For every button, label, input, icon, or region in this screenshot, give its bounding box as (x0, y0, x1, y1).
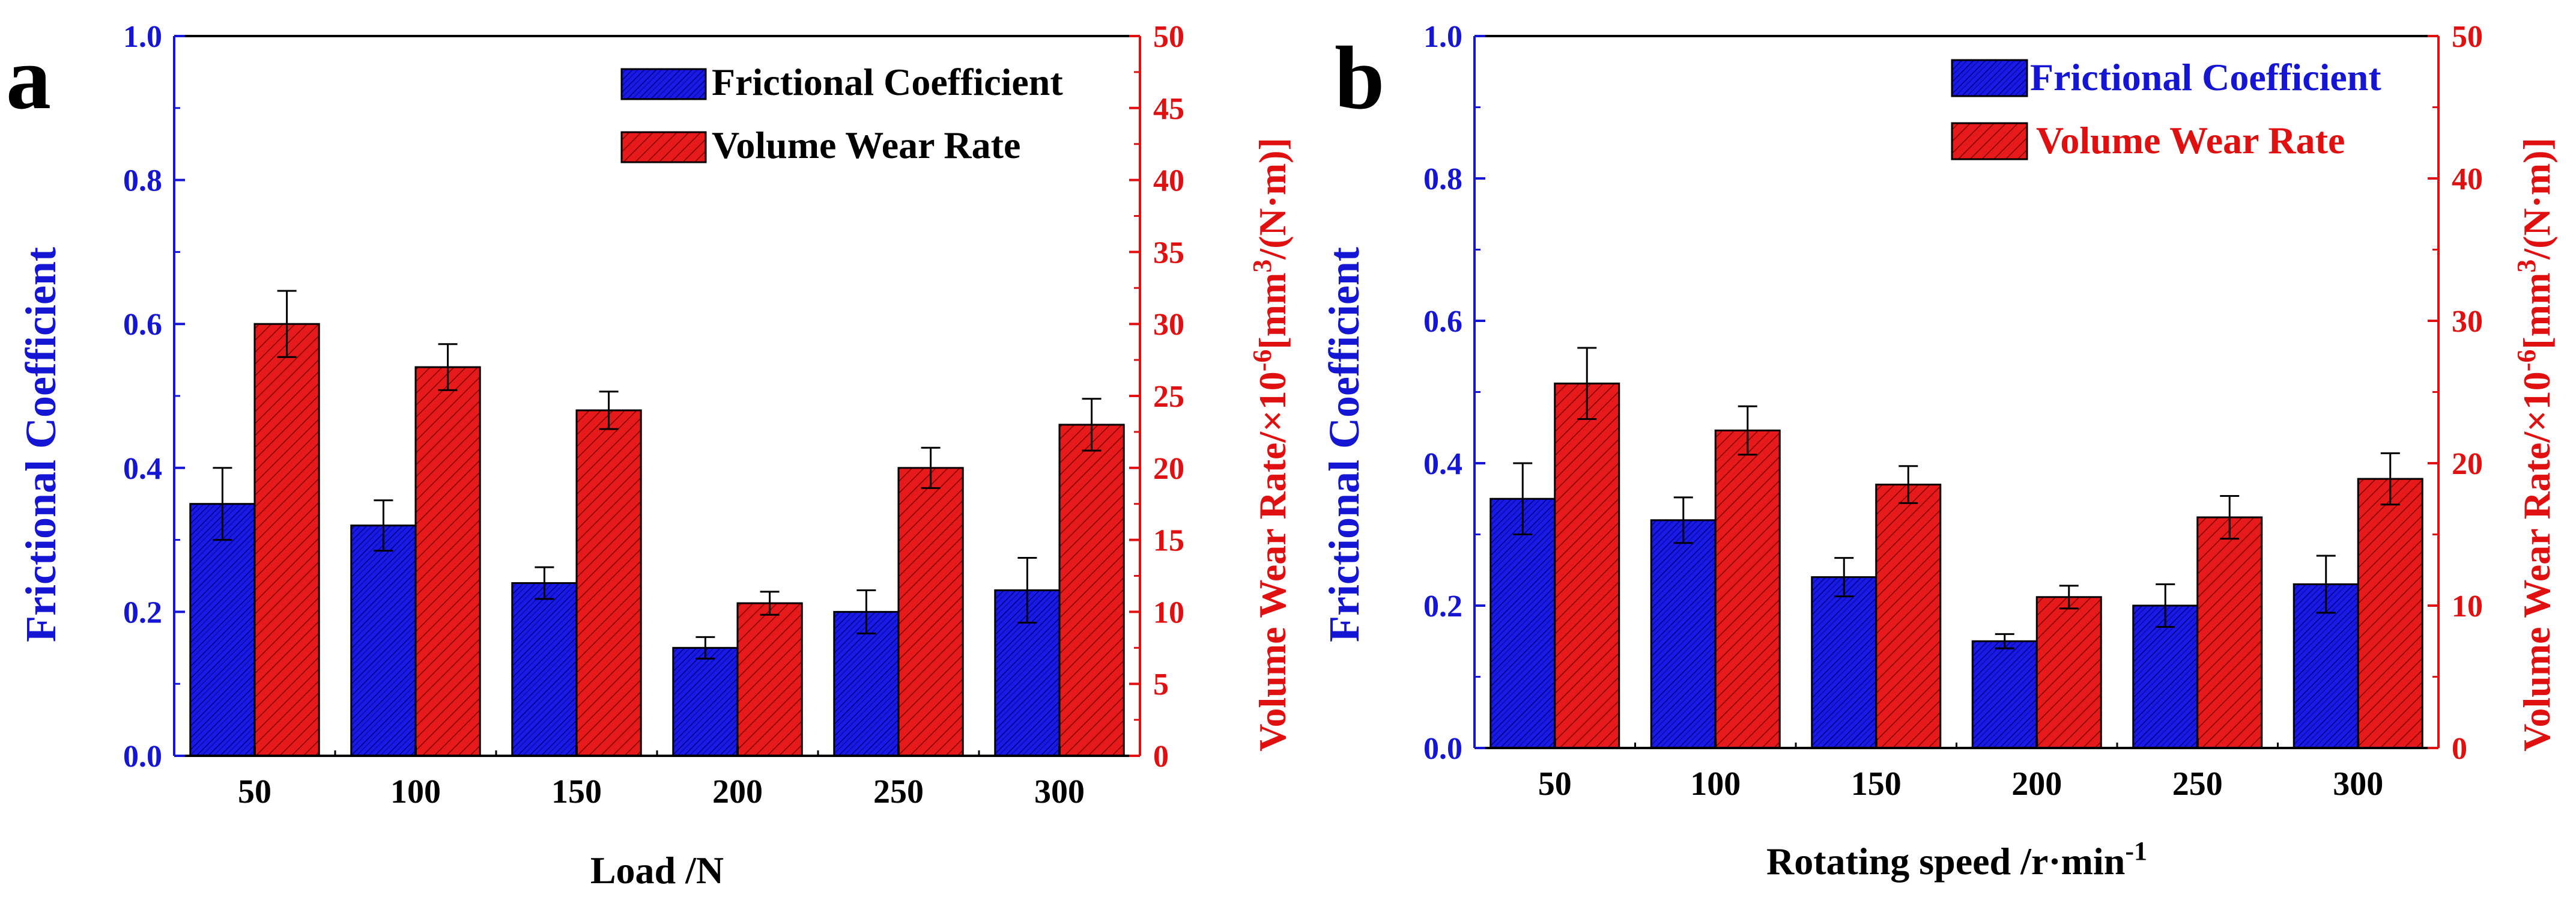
x-title-text: Rotating speed /r·min (1766, 840, 2125, 883)
y-tick-label-right: 40 (2452, 162, 2483, 196)
legend-swatch-volume-wear-rate (1951, 122, 2028, 160)
bar-frictional-coefficient (1650, 519, 1717, 749)
x-tick-label: 100 (390, 773, 441, 810)
x-tick-label: 200 (2011, 765, 2062, 803)
y-tick-label-left: 0.2 (1423, 589, 1462, 624)
bar-frictional-coefficient (189, 503, 256, 757)
y-axis-title-left: Frictional Coefficient (1320, 247, 1368, 642)
y-tick-label-right: 0 (2452, 732, 2467, 766)
y-tick-label-right: 35 (1153, 236, 1184, 270)
legend-label-volume-wear-rate: Volume Wear Rate (2036, 119, 2345, 162)
x-tick-label: 300 (2333, 765, 2383, 803)
x-tick-label: 150 (551, 773, 602, 810)
y-tick-label-left: 0.4 (1423, 447, 1462, 481)
x-tick-label: 250 (873, 773, 924, 810)
y-tick-label-left: 1.0 (1423, 20, 1462, 54)
y2-title-sup: -6 (1247, 350, 1277, 372)
bar-frictional-coefficient (350, 524, 417, 757)
bar-volume-wear-rate (1714, 429, 1781, 749)
panel-b: b Frictional Coefficient Volume Wear Rat… (1320, 20, 2558, 883)
bar-volume-wear-rate (414, 366, 481, 757)
y2-title-sup: 3 (1247, 260, 1277, 273)
x-tick-label: 150 (1851, 765, 1902, 803)
y-tick-label-left: 0.2 (123, 595, 162, 630)
bar-volume-wear-rate (897, 467, 964, 757)
y2-title-part: Volume Wear Rate/×10 (1251, 371, 1294, 752)
legend: Frictional Coefficient Volume Wear Rate (1951, 56, 2381, 162)
y-tick-label-left: 0.8 (1423, 162, 1462, 196)
bar-volume-wear-rate (2196, 516, 2263, 749)
y2-title-sup: -6 (2512, 350, 2541, 372)
y2-title-part: [mm (1251, 273, 1294, 350)
panel-a: a Frictional Coefficient Volume Wear Rat… (6, 20, 1294, 892)
x-tick-label: 50 (238, 773, 271, 810)
x-tick-label: 50 (1538, 765, 1572, 803)
y-axis-title-right: Volume Wear Rate/×10-6[mm3/(N·m)] (2512, 138, 2558, 752)
bar-frictional-coefficient (511, 582, 578, 757)
bar-volume-wear-rate (2357, 478, 2423, 749)
legend-swatch-frictional-coefficient (1951, 59, 2028, 97)
bar-frictional-coefficient (1971, 640, 2038, 749)
y-tick-label-left: 0.0 (123, 740, 162, 774)
plot-area: 0.0 0.2 0.4 0.6 0.8 1.0 0 10 20 30 40 50 50 100 150 200… (1423, 20, 2483, 803)
legend-label-frictional-coefficient: Frictional Coefficient (712, 61, 1063, 103)
y-tick-label-right: 15 (1153, 524, 1184, 558)
bar-frictional-coefficient (672, 646, 739, 757)
y-tick-label-right: 30 (1153, 308, 1184, 342)
bar-volume-wear-rate (1058, 424, 1125, 757)
y-tick-label-right: 20 (1153, 452, 1184, 486)
y-tick-label-right: 50 (2452, 20, 2483, 54)
legend-swatch-volume-wear-rate (620, 131, 707, 163)
y-tick-label-right: 30 (2452, 305, 2483, 339)
y-tick-label-right: 50 (1153, 20, 1184, 54)
y-tick-label-right: 10 (1153, 595, 1184, 630)
bar-volume-wear-rate (736, 602, 803, 757)
x-title-sup: -1 (2125, 836, 2147, 866)
plot-area: 0.0 0.2 0.4 0.6 0.8 1.0 0 5 10 15 20 25 30 35 40 45 50 50… (123, 20, 1184, 810)
legend-label-frictional-coefficient: Frictional Coefficient (2030, 56, 2381, 99)
bar-volume-wear-rate (1554, 382, 1620, 749)
y-tick-label-left: 0.0 (1423, 732, 1462, 766)
y-tick-label-left: 0.4 (123, 452, 162, 486)
panel-label: a (6, 28, 51, 128)
y-axis-title-left: Frictional Coefficient (17, 247, 65, 642)
legend: Frictional Coefficient Volume Wear Rate (620, 61, 1063, 166)
y-tick-label-right: 20 (2452, 447, 2483, 481)
y-tick-label-right: 5 (1153, 667, 1169, 702)
x-tick-label: 200 (712, 773, 763, 810)
panel-label: b (1335, 28, 1384, 128)
bar-frictional-coefficient (1490, 497, 1556, 749)
legend-label-volume-wear-rate: Volume Wear Rate (712, 124, 1020, 166)
x-title-text: Load /N (590, 849, 724, 892)
bar-volume-wear-rate (2035, 596, 2102, 749)
x-axis-title: Rotating speed /r·min-1 (1766, 836, 2147, 883)
y-tick-label-right: 25 (1153, 380, 1184, 414)
x-tick-label: 250 (2172, 765, 2223, 803)
y-tick-label-right: 40 (1153, 164, 1184, 198)
y-tick-label-left: 1.0 (123, 20, 162, 54)
bar-volume-wear-rate (1875, 484, 1942, 749)
y2-title-part: Volume Wear Rate/×10 (2515, 371, 2558, 752)
x-tick-label: 300 (1034, 773, 1085, 810)
y2-title-part: /(N·m)] (2515, 138, 2558, 260)
y2-title-part: /(N·m)] (1251, 138, 1294, 260)
y2-title-sup: 3 (2512, 260, 2541, 273)
y-tick-label-left: 0.6 (123, 308, 162, 342)
y-tick-label-right: 45 (1153, 92, 1184, 126)
x-tick-label: 100 (1690, 765, 1741, 803)
bar-volume-wear-rate (253, 323, 320, 757)
bar-frictional-coefficient (1811, 576, 1877, 749)
bar-frictional-coefficient (2132, 604, 2199, 749)
bar-volume-wear-rate (575, 409, 642, 757)
y-tick-label-left: 0.8 (123, 164, 162, 198)
y-tick-label-right: 0 (1153, 740, 1169, 774)
x-axis-title: Load /N (590, 849, 724, 892)
legend-swatch-frictional-coefficient (620, 68, 707, 100)
y2-title-part: [mm (2515, 273, 2558, 350)
y-axis-title-right: Volume Wear Rate/×10-6[mm3/(N·m)] (1247, 138, 1294, 752)
y-tick-label-left: 0.6 (1423, 305, 1462, 339)
y-tick-label-right: 10 (2452, 589, 2483, 624)
